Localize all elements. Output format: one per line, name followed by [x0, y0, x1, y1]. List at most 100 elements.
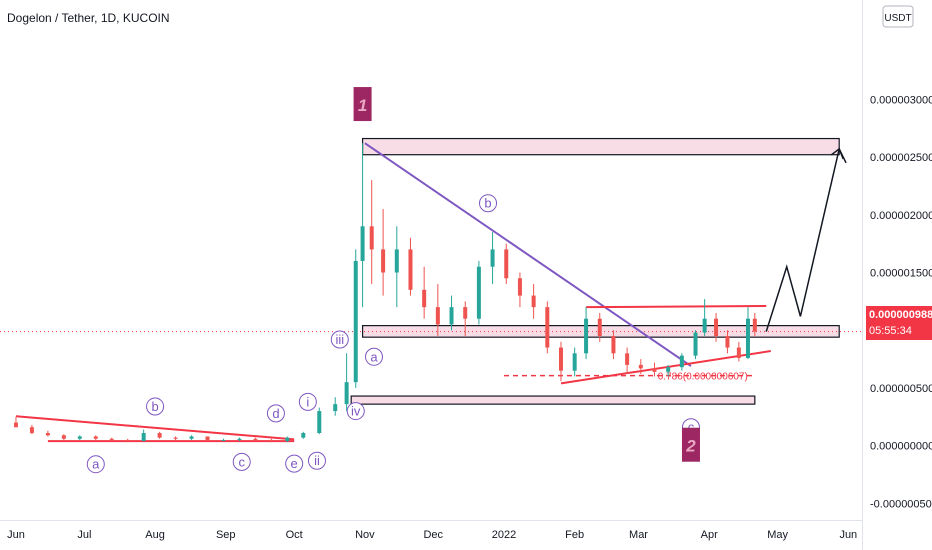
candle-body-35: [517, 278, 522, 296]
candle-body-5: [93, 436, 98, 439]
candle-body-7: [125, 439, 130, 442]
last-price-value: 0.000000988: [869, 309, 932, 321]
time-tick-label-1: Jul: [77, 529, 91, 541]
candle-body-28: [422, 289, 427, 308]
last-price-tag: 0.000000988 05:55:34: [866, 306, 932, 340]
marker-layer: 12: [353, 87, 700, 462]
price-tick-label-2: 0.000002000: [870, 210, 932, 222]
wave-label-7: iii: [335, 332, 344, 347]
candle-body-40: [584, 318, 589, 354]
candle-body-12: [205, 436, 210, 440]
candle-body-30: [449, 307, 454, 325]
candle-body-38: [558, 347, 563, 371]
projection-path: [765, 146, 847, 332]
candle-body-45: [652, 368, 657, 372]
candle-body-29: [435, 307, 440, 325]
price-tick-label-1: 0.000002500: [870, 152, 932, 164]
candle-body-43: [625, 353, 630, 365]
time-tick-label-9: Mar: [629, 529, 648, 541]
wave-label-circle-7: [330, 330, 349, 349]
marker-label-0: 1: [358, 96, 367, 115]
candle-body-54: [752, 318, 757, 332]
candle-body-34: [504, 249, 509, 279]
wave-label-circle-9: [364, 347, 383, 366]
marker-box-0: [353, 87, 372, 122]
wave-label-circle-4: [285, 454, 304, 473]
candle-body-18: [301, 433, 306, 438]
candle-body-44: [638, 364, 643, 369]
candle-body-8: [141, 433, 146, 442]
candle-body-26: [394, 249, 399, 273]
marker-box-1: [681, 427, 700, 462]
last-price-countdown: 05:55:34: [869, 325, 912, 337]
time-tick-label-12: Jun: [839, 529, 857, 541]
time-tick-label-10: Apr: [701, 529, 718, 541]
zone-2: [350, 395, 756, 405]
candle-body-2: [45, 433, 50, 436]
time-tick-label-4: Oct: [286, 529, 303, 541]
projection-layer: [765, 146, 847, 332]
time-tick-label-3: Sep: [216, 529, 236, 541]
candle-body-25: [381, 249, 386, 273]
wave-label-circle-1: [146, 397, 165, 416]
projection-arrowhead: [830, 147, 844, 160]
time-tick-label-5: Nov: [355, 529, 375, 541]
candle-body-32: [476, 266, 481, 319]
price-tick-label-4: 0.000000500: [870, 383, 932, 395]
time-tick-label-2: Aug: [145, 529, 165, 541]
candle-body-11: [189, 436, 194, 439]
candle-body-33: [490, 249, 495, 267]
time-axis[interactable]: Jun Jul Aug Sep Oct Nov Dec 2022 Feb Mar Apr May Jun: [0, 520, 862, 542]
red-trendline-2: [560, 350, 771, 385]
wave-label-0: a: [92, 457, 100, 472]
zone-0: [361, 137, 840, 156]
candle-body-41: [597, 318, 602, 337]
candle-body-6: [109, 438, 114, 440]
candle-body-49: [702, 318, 707, 333]
candle-body-42: [611, 336, 616, 354]
candle-body-14: [237, 438, 242, 440]
time-tick-label-0: Jun: [7, 529, 25, 541]
candle-body-22: [353, 260, 358, 383]
candle-body-1: [29, 427, 34, 434]
candle-body-39: [572, 353, 577, 371]
wave-label-11: c: [688, 420, 695, 435]
time-tick-label-8: Feb: [565, 529, 584, 541]
currency-badge[interactable]: USDT: [882, 5, 914, 28]
price-tick-label-6: -0.000000500: [870, 498, 932, 510]
currency-badge-label: USDT: [884, 13, 911, 24]
wave-label-10: b: [484, 196, 491, 211]
candle-body-16: [269, 439, 274, 442]
wave-label-9: a: [370, 349, 378, 364]
wave-label-3: d: [272, 406, 279, 421]
wave-label-1: b: [151, 399, 158, 414]
candle-body-23: [360, 226, 365, 261]
candle-body-17: [285, 437, 290, 442]
candle-body-50: [714, 318, 719, 337]
wave-label-circle-10: [479, 194, 498, 213]
wave-label-8: iv: [351, 404, 361, 419]
diagonal-trendline: [364, 142, 692, 367]
candle-body-51: [725, 336, 730, 348]
price-tick-label-0: 0.000003000: [870, 94, 932, 106]
candle-body-37: [545, 307, 550, 348]
last-price-box: [866, 306, 932, 340]
price-axis[interactable]: 0.000003000 0.000002500 0.000002000 0.00000…: [862, 0, 932, 550]
candle-body-4: [77, 436, 82, 439]
candle-body-0: [13, 422, 18, 428]
candle-body-19: [317, 411, 322, 434]
candle-body-13: [221, 439, 226, 441]
candle-body-21: [344, 382, 349, 405]
candle-body-3: [61, 435, 66, 439]
red-trendline-0: [15, 415, 295, 441]
candle-body-27: [408, 249, 413, 290]
wave-label-2: c: [238, 454, 245, 469]
wave-label-6: ii: [314, 453, 320, 468]
time-tick-label-7: 2022: [492, 529, 516, 541]
currency-badge-box[interactable]: [882, 5, 914, 28]
wave-label-circle-0: [86, 455, 105, 474]
candle-body-9: [157, 433, 162, 438]
candle-body-15: [253, 438, 258, 440]
marker-label-1: 2: [685, 437, 696, 456]
